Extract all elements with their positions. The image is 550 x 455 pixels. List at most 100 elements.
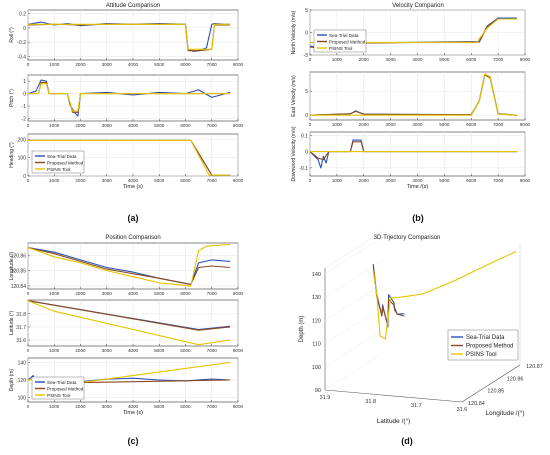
- panel-title-c: Position Comparison: [105, 235, 160, 241]
- x-tick-label: 1000: [49, 62, 60, 67]
- series-line-sea-trial-data: [27, 79, 231, 117]
- panel-title-a: Attitude Comparison: [106, 3, 160, 9]
- z-tick-label: 120: [312, 318, 321, 324]
- axis-line: [461, 364, 521, 403]
- x-tick-label: 7000: [207, 291, 218, 296]
- y-tick-label: 0: [305, 31, 308, 37]
- x-tick-label: 0: [309, 122, 312, 127]
- x-tick-label: 3000: [102, 404, 113, 409]
- legend-label: Proposed Method: [47, 387, 84, 392]
- x-tick-label: 8000: [520, 178, 531, 183]
- y-tick-label: 120.84: [11, 284, 27, 290]
- x-tick-label: 8000: [520, 57, 531, 62]
- x-tick-label: 7000: [207, 404, 218, 409]
- y-axis-label: Pitch (°): [9, 89, 15, 107]
- z-tick-label: 140: [312, 272, 321, 278]
- x-tick-label: 0: [27, 348, 30, 353]
- y-tick-label: 100: [18, 156, 27, 162]
- x-axis-label: Time /(s): [407, 184, 429, 190]
- grid-line: [324, 329, 384, 367]
- x-tick-label: 2000: [75, 291, 86, 296]
- y-tick-label: -1: [22, 104, 27, 110]
- x-tick-label: 1000: [49, 123, 60, 128]
- x-tick-label: 3000: [102, 291, 113, 296]
- y-axis-label: Longitude (°): [9, 251, 15, 280]
- x-tick-label: 1000: [332, 122, 343, 127]
- panel-label-d: (d): [401, 436, 413, 446]
- y-axis-label: East Velocity (m/s): [291, 75, 297, 117]
- lat-tick-label: 31.9: [320, 395, 331, 401]
- subplot-c-2: 140 120 1000 1000 2000 3000 4000 5000 6000 7000 80…: [9, 357, 244, 416]
- z-tick-label: 90: [315, 388, 321, 394]
- series-line-sea-trial-data: [27, 247, 231, 285]
- y-tick-label: -2: [22, 117, 27, 123]
- series-line-proposed-method: [27, 300, 231, 331]
- x-tick-label: 8000: [520, 122, 531, 127]
- x-tick-label: 5000: [439, 57, 450, 62]
- z-tick-label: 130: [312, 295, 321, 301]
- x-tick-label: 3000: [102, 178, 113, 183]
- x-tick-label: 6000: [466, 178, 477, 183]
- x-tick-label: 5000: [154, 348, 165, 353]
- legend-label: Sea-Trial Data: [329, 33, 359, 38]
- y-tick-label: 0: [305, 150, 308, 156]
- x-tick-label: 4000: [412, 122, 423, 127]
- legend-label: Proposed Method: [466, 344, 513, 350]
- y-axis-label: Latitude (°): [9, 310, 15, 335]
- legend-label: Proposed Method: [47, 161, 84, 166]
- x-tick-label: 6000: [180, 178, 191, 183]
- y-tick-label: 0: [23, 26, 26, 32]
- panel-title-d: 3D-Trjectory Comparison: [374, 235, 441, 241]
- x-tick-label: 7000: [207, 348, 218, 353]
- x-tick-label: 0: [27, 62, 30, 67]
- y-tick-label: 0.2: [19, 12, 26, 18]
- x-tick-label: 8000: [233, 62, 244, 67]
- x-tick-label: 8000: [233, 291, 244, 296]
- x-tick-label: 4000: [412, 57, 423, 62]
- x-tick-label: 7000: [207, 123, 218, 128]
- subplot-b-0: 50-50 1000 2000 3000 4000 5000 6000 7000 8000Nor…: [291, 8, 531, 62]
- y-axis-label: North Velocity (m/s): [291, 10, 297, 54]
- z-tick-label: 100: [312, 365, 321, 371]
- x-tick-label: 0: [309, 57, 312, 62]
- y-tick-label: 120.85: [11, 269, 27, 275]
- x-tick-label: 1000: [49, 348, 60, 353]
- legend-label: PSINS Tool: [47, 167, 70, 172]
- legend-label: PSINS Tool: [329, 46, 352, 51]
- series-line-psins-tool: [28, 23, 231, 50]
- x-tick-label: 1000: [49, 291, 60, 296]
- grid-line: [324, 236, 384, 275]
- y-tick-label: 0: [305, 113, 308, 119]
- y-tick-label: 1: [23, 79, 26, 85]
- x-tick-label: 2000: [75, 178, 86, 183]
- x-tick-label: 3000: [386, 57, 397, 62]
- x-tick-label: 2000: [75, 404, 86, 409]
- y-axis-label: Downword Velocity (m/s): [291, 126, 297, 181]
- series-line-psins-tool: [27, 243, 231, 287]
- y-axis-label: Depth (m): [9, 369, 15, 392]
- x-tick-label: 5000: [439, 178, 450, 183]
- x-tick-label: 2000: [359, 178, 370, 183]
- series-line-psins-tool: [28, 83, 231, 112]
- grid-line: [324, 306, 384, 344]
- x-tick-label: 7000: [493, 122, 504, 127]
- lat-tick-label: 31.6: [457, 407, 468, 413]
- series-line-psins-tool: [372, 251, 517, 340]
- z-tick-label: 110: [312, 342, 321, 348]
- x-axis-label: Time (s): [123, 410, 143, 416]
- x-tick-label: 6000: [180, 62, 191, 67]
- x-tick-label: 6000: [180, 404, 191, 409]
- subplot-a-1: 10-1-20 1000 2000 3000 4000 5000 6000 7000 8000P…: [9, 74, 244, 128]
- x-tick-label: 3000: [386, 122, 397, 127]
- x-tick-label: 4000: [128, 178, 139, 183]
- subplot-c-1: 31.8 31.7 31.60 1000 2000 3000 4000 5000 6000 700…: [9, 299, 244, 353]
- lon-axis-label: Longitude /(°): [485, 409, 524, 417]
- z-axis-label: Depth (m): [299, 316, 305, 343]
- legend-label: Sea-Trial Data: [466, 335, 505, 341]
- x-axis-label: Time (s): [123, 184, 143, 190]
- subplot-3d: 1401301201101009031.931.831.731.6120.871…: [299, 230, 543, 425]
